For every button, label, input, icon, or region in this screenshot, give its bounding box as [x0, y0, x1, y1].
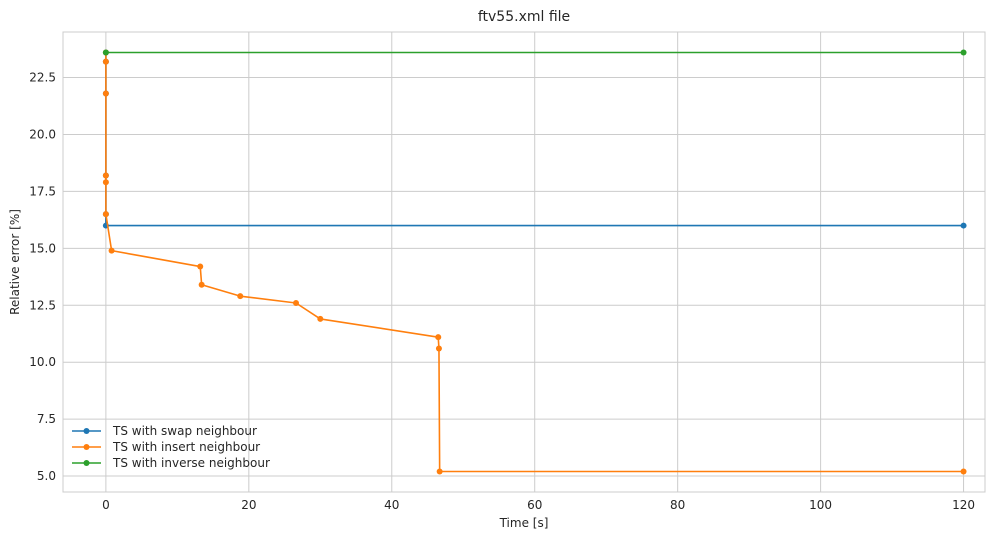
data-point: [108, 247, 115, 254]
data-point: [197, 263, 204, 270]
plot-frame: [62, 31, 986, 493]
data-point: [435, 334, 442, 341]
x-axis-label: Time [s]: [499, 516, 549, 530]
data-point: [317, 315, 324, 322]
grid-lines: [63, 32, 985, 492]
data-point: [960, 49, 967, 56]
legend-item: TS with insert neighbour: [72, 440, 260, 454]
legend-label: TS with insert neighbour: [112, 440, 260, 454]
series-3: [102, 49, 967, 56]
y-axis-ticks: 5.0 7.5 10.0 12.5 15.0 17.5 20.0 22.5: [29, 71, 56, 484]
series-line: [105, 52, 964, 473]
y-tick-label: 7.5: [37, 412, 56, 426]
legend-swatch-marker: [83, 460, 90, 466]
x-tick-label: 120: [952, 498, 975, 512]
y-tick-label: 17.5: [29, 184, 56, 198]
data-point: [102, 49, 109, 56]
series-layer: [102, 49, 967, 475]
legend-item: TS with swap neighbour: [72, 424, 257, 438]
data-point: [436, 468, 443, 475]
y-tick-label: 20.0: [29, 127, 56, 141]
legend-swatch-marker: [83, 444, 90, 450]
y-tick-label: 10.0: [29, 355, 56, 369]
data-point: [102, 90, 109, 97]
x-tick-label: 60: [527, 498, 542, 512]
chart-title: ftv55.xml file: [478, 9, 570, 25]
x-tick-label: 20: [241, 498, 256, 512]
y-tick-label: 12.5: [29, 298, 56, 312]
data-point: [198, 281, 205, 288]
x-tick-label: 40: [384, 498, 399, 512]
data-point: [102, 58, 109, 65]
x-tick-label: 100: [809, 498, 832, 512]
data-point: [102, 172, 109, 179]
data-point: [102, 179, 109, 186]
legend-label: TS with swap neighbour: [112, 424, 257, 438]
legend-label: TS with inverse neighbour: [112, 456, 270, 470]
y-tick-label: 15.0: [29, 241, 56, 255]
legend: TS with swap neighbour TS with insert nei…: [72, 424, 270, 470]
legend-swatch-marker: [83, 428, 90, 434]
legend-item: TS with inverse neighbour: [72, 456, 270, 470]
data-point: [102, 211, 109, 218]
data-point: [960, 468, 967, 475]
x-tick-label: 80: [670, 498, 685, 512]
data-point: [237, 293, 244, 300]
data-point: [960, 222, 967, 229]
data-point: [435, 345, 442, 352]
x-tick-label: 0: [102, 498, 110, 512]
x-axis-ticks: 0 20 40 60 80 100 120: [102, 498, 975, 512]
y-axis-label: Relative error [%]: [8, 209, 22, 315]
data-point: [293, 299, 300, 306]
y-tick-label: 22.5: [29, 71, 56, 85]
y-tick-label: 5.0: [37, 469, 56, 483]
